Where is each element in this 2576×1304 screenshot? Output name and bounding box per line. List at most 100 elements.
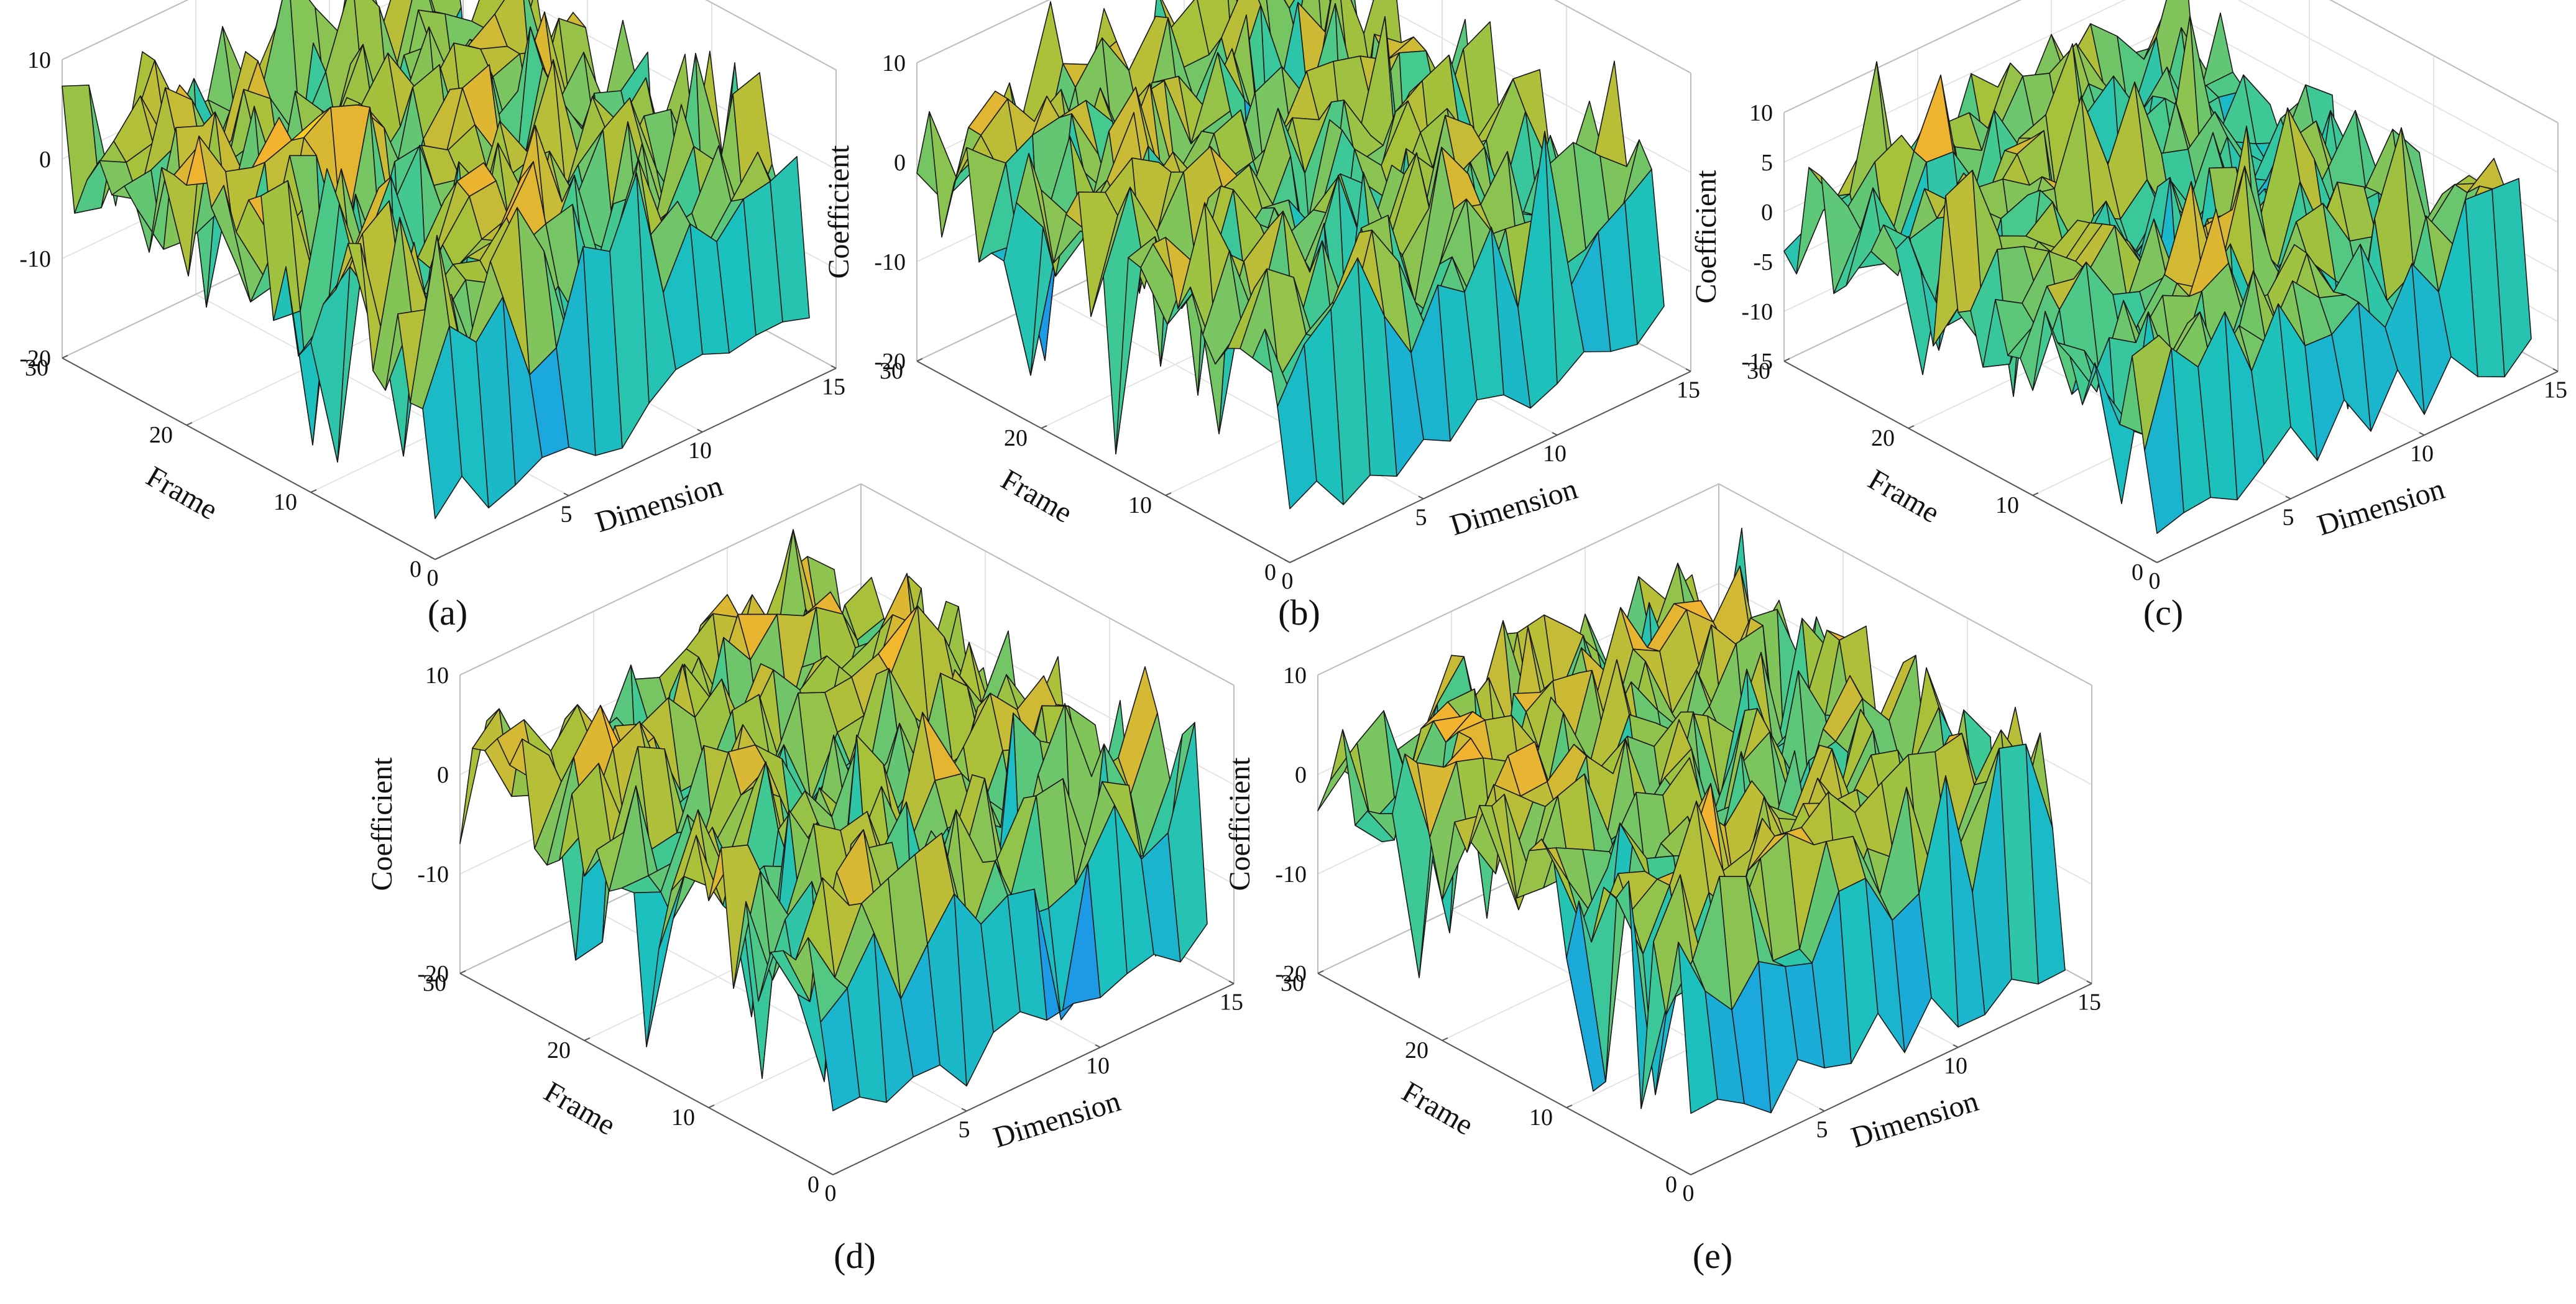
x-tick-mark [2419, 432, 2425, 436]
surface-face [1913, 75, 1954, 163]
surface [1783, 0, 2532, 535]
y-tick-label: 30 [1747, 358, 1770, 384]
y-tick-mark [1165, 492, 1172, 496]
box-edge [916, 0, 1051, 63]
z-tick-label: -10 [874, 249, 906, 275]
x-tick-mark [1284, 559, 1290, 563]
chart-panel-c: 0 5 10 15 0 10 20 30-15 -10 -5 0 5 10 Dimension Frame C… [1690, 0, 2567, 633]
x-axis-line [1289, 370, 1691, 563]
x-tick-label: 15 [1677, 377, 1700, 403]
panel-caption: (a) [428, 592, 467, 633]
x-tick-label: 15 [822, 374, 845, 400]
y-axis-line [62, 357, 436, 560]
z-tick-label: 10 [1283, 663, 1307, 689]
y-tick-mark [1289, 559, 1296, 563]
surface-face [1277, 344, 1317, 510]
x-tick-label: 5 [1816, 1117, 1828, 1143]
y-tick-label: 30 [880, 358, 903, 384]
y-axis-label: Frame [538, 1075, 621, 1142]
x-tick-mark [1953, 1044, 1959, 1048]
x-tick-mark [2086, 980, 2092, 985]
tick-labels: 0 5 10 15 0 10 20 30-20 -10 0 10 [1275, 663, 2101, 1206]
z-axis-label: Coefficient [366, 757, 398, 891]
z-tick-label: -15 [1741, 349, 1773, 375]
x-tick-mark [697, 429, 703, 433]
z-tick-label: -10 [417, 861, 449, 888]
back-wall-grid-z [1783, 0, 2126, 163]
z-tick-label: -20 [19, 346, 51, 372]
y-tick-label: 30 [25, 355, 48, 381]
z-tick-label: 0 [894, 150, 906, 176]
x-tick-mark [1819, 1108, 1825, 1112]
x-tick-mark [1685, 368, 1691, 372]
y-tick-label: 0 [410, 556, 421, 582]
y-tick-mark [2156, 559, 2163, 563]
x-tick-label: 0 [1683, 1180, 1695, 1206]
x-axis-label: Dimension [990, 1085, 1125, 1154]
tick-labels: 0 5 10 15 0 10 20 30-20 -10 0 10 [874, 50, 1700, 594]
y-axis-label: Frame [140, 460, 223, 526]
box-edge [1718, 483, 2092, 686]
side-wall-grid-z [2237, 0, 2559, 173]
panel-caption: (b) [1278, 592, 1320, 633]
z-tick-label: 10 [1749, 100, 1773, 126]
z-tick-label: -20 [874, 349, 906, 375]
x-tick-label: 15 [2077, 989, 2101, 1016]
x-tick-label: 0 [825, 1180, 837, 1206]
x-axis-label: Dimension [1847, 1085, 1982, 1154]
y-axis-line [1317, 973, 1691, 1175]
z-tick-label: 10 [882, 50, 906, 76]
x-axis-line [1690, 983, 2092, 1175]
x-axis-label: Dimension [2314, 472, 2449, 542]
surface [459, 529, 1208, 1111]
surface-face [1678, 942, 1718, 1114]
panel-caption: (c) [2143, 592, 2183, 633]
z-tick-label: -10 [1275, 861, 1307, 888]
surface [1317, 528, 2066, 1114]
x-tick-mark [961, 1108, 967, 1112]
y-axis-label: Frame [995, 463, 1078, 530]
chart-panel-b: 0 5 10 15 0 10 20 30-20 -10 0 10 Dimension Frame Coef… [822, 0, 1700, 633]
y-tick-mark [1442, 1037, 1448, 1041]
chart-panel-d: 0 5 10 15 0 10 20 30-20 -10 0 10 Dimension Frame Coef… [366, 483, 1243, 1276]
y-tick-mark [459, 970, 466, 974]
y-tick-mark [310, 489, 317, 493]
x-tick-mark [1418, 495, 1424, 500]
x-tick-mark [2552, 368, 2559, 372]
z-tick-label: -20 [417, 961, 449, 987]
surface-face [2144, 347, 2184, 535]
x-tick-mark [430, 556, 436, 560]
x-axis-line [435, 367, 837, 560]
y-tick-label: 20 [149, 422, 173, 448]
x-axis-label: Dimension [592, 469, 727, 539]
y-tick-label: 30 [423, 970, 446, 996]
y-tick-label: 0 [2132, 559, 2143, 585]
x-tick-label: 10 [1086, 1053, 1110, 1079]
y-tick-label: 0 [807, 1172, 819, 1198]
x-tick-label: 0 [2149, 568, 2161, 594]
y-tick-label: 20 [1871, 425, 1895, 451]
z-tick-label: 0 [437, 762, 449, 788]
x-tick-label: 10 [2410, 441, 2434, 467]
z-tick-label: 0 [1295, 762, 1307, 788]
x-tick-mark [2285, 495, 2291, 500]
x-tick-mark [1228, 980, 1235, 985]
x-tick-label: 5 [561, 502, 573, 528]
x-axis-label: Dimension [1447, 472, 1581, 542]
z-tick-label: -5 [1753, 249, 1773, 275]
box-edge [62, 0, 189, 60]
z-axis-label: Coefficient [822, 145, 855, 279]
x-tick-label: 15 [1220, 989, 1243, 1016]
surface-face [422, 325, 462, 520]
x-tick-mark [563, 492, 569, 497]
chart-panel-e: 0 5 10 15 0 10 20 30-20 -10 0 10 Dimension Frame Coef… [1223, 483, 2101, 1276]
y-tick-mark [832, 1172, 839, 1175]
z-tick-label: 0 [1761, 200, 1773, 226]
y-tick-label: 10 [1128, 492, 1152, 518]
x-tick-mark [1552, 432, 1558, 436]
z-tick-label: 10 [425, 663, 449, 689]
y-tick-label: 0 [1665, 1172, 1677, 1198]
panel-caption: (d) [834, 1236, 876, 1276]
y-tick-label: 20 [1004, 425, 1028, 451]
